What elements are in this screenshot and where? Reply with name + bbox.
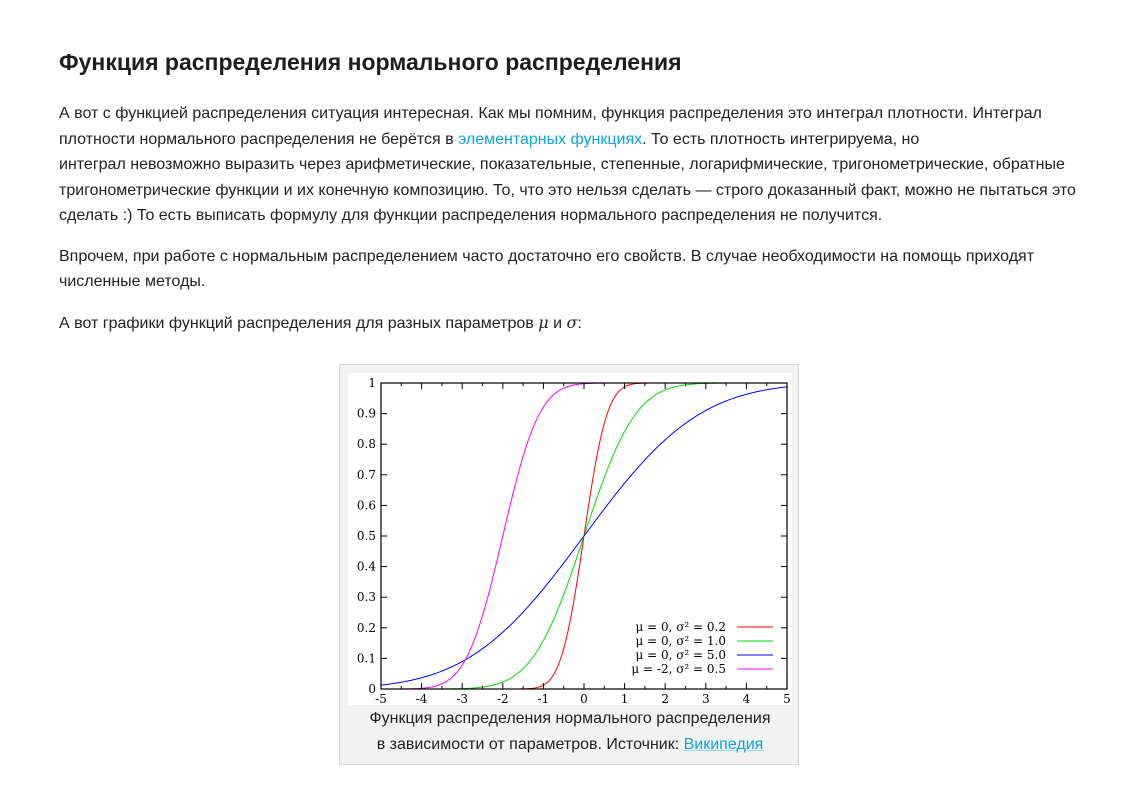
caption-line2: в зависимости от параметров. Источник: В… xyxy=(340,732,800,758)
x-tick-label: 3 xyxy=(702,692,710,705)
mu-symbol: μ xyxy=(538,312,549,332)
y-tick-label: 0.5 xyxy=(357,529,376,543)
y-tick-label: 0.9 xyxy=(357,407,376,421)
sigma-symbol: σ xyxy=(566,312,578,332)
y-tick-label: 0.7 xyxy=(357,468,376,482)
y-tick-label: 0.2 xyxy=(357,621,376,635)
series-line-2 xyxy=(380,386,788,686)
y-tick-label: 1 xyxy=(368,376,376,390)
figure: -5 -4 -3 -2 -1 0 1 2 3 4 5 0 0.1 0.2 0.3 0.4 0.5 0.6 0.7 0.… xyxy=(339,364,799,765)
x-tick-label: 0 xyxy=(580,692,588,705)
y-tick-label: 0.8 xyxy=(357,437,376,451)
legend-label-2: μ = 0, σ² = 5.0 xyxy=(635,648,726,662)
legend-label-3: μ = -2, σ² = 0.5 xyxy=(631,662,726,676)
paragraph-graphs-intro: А вот графики функций распределения для … xyxy=(59,310,1084,337)
y-tick-label: 0.3 xyxy=(357,590,376,604)
p1-text-after-link: . То есть плотность интегрируема, но xyxy=(642,130,920,148)
chart-background xyxy=(348,373,792,705)
page-title: Функция распределения нормального распре… xyxy=(59,49,682,75)
x-tick-label: -3 xyxy=(456,692,468,705)
plot-ticks: -5 -4 -3 -2 -1 0 1 2 3 4 5 0 0.1 0.2 0.3 0.4 0.5 0.6 0.7 0.… xyxy=(357,376,791,705)
x-tick-label: 1 xyxy=(621,692,629,705)
x-tick-label: 4 xyxy=(743,692,751,705)
x-tick-label: 2 xyxy=(661,692,669,705)
x-tick-label: 5 xyxy=(783,692,791,705)
p3-text: А вот графики функций распределения для … xyxy=(59,314,539,332)
p3-and: и xyxy=(548,314,567,332)
x-tick-label: -5 xyxy=(375,692,387,705)
paragraph-cdf-intro: А вот с функцией распределения ситуация … xyxy=(59,101,1084,229)
p3-colon: : xyxy=(577,314,582,332)
legend-label-0: μ = 0, σ² = 0.2 xyxy=(635,620,726,634)
y-tick-label: 0.4 xyxy=(357,560,376,574)
caption-line1: Функция распределения нормального распре… xyxy=(369,710,771,727)
x-tick-label: -4 xyxy=(416,692,428,705)
paragraph-numeric-methods: Впрочем, при работе с нормальным распред… xyxy=(59,247,1035,291)
figure-caption: Функция распределения нормального распре… xyxy=(340,706,800,758)
article: Функция распределения нормального распре… xyxy=(59,46,1084,351)
plot-frame xyxy=(380,382,788,690)
y-tick-label: 0 xyxy=(368,682,376,696)
elementary-functions-link[interactable]: элементарных функциях xyxy=(458,130,643,148)
x-tick-label: -1 xyxy=(538,692,550,705)
x-tick-label: -2 xyxy=(497,692,509,705)
p1-text-before-link: А вот с функцией распределения ситуация … xyxy=(59,105,1042,148)
cdf-chart: -5 -4 -3 -2 -1 0 1 2 3 4 5 0 0.1 0.2 0.3 0.4 0.5 0.6 0.7 0.… xyxy=(348,373,792,705)
caption-source-text: в зависимости от параметров. Источник: xyxy=(376,736,684,753)
wikipedia-link[interactable]: Википедия xyxy=(683,736,764,753)
p1-line2: интеграл невозможно выразить через арифм… xyxy=(59,156,1076,224)
chart-legend: μ = 0, σ² = 0.2μ = 0, σ² = 1.0μ = 0, σ² … xyxy=(631,620,773,676)
y-tick-label: 0.1 xyxy=(357,651,376,665)
y-tick-label: 0.6 xyxy=(357,498,376,512)
legend-label-1: μ = 0, σ² = 1.0 xyxy=(635,634,726,648)
